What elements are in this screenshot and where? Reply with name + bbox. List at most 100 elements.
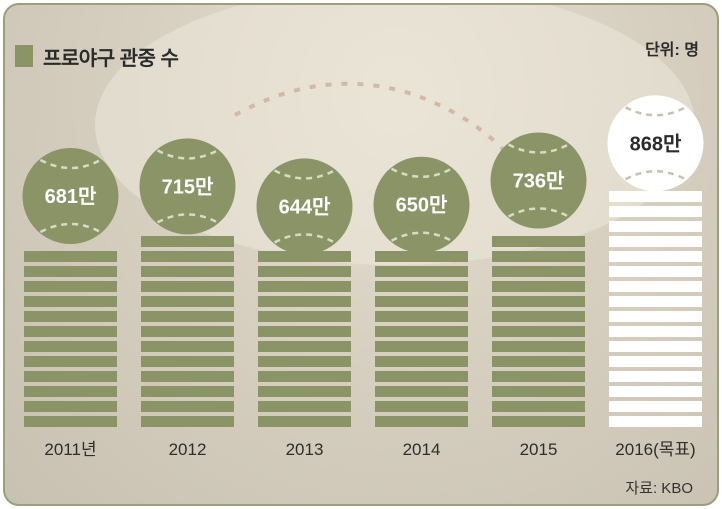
bar-stripe [609,206,702,217]
baseball-icon [607,95,704,192]
bar-stripe [375,251,468,262]
bar-0 [24,251,117,427]
bar-stripe [24,251,117,262]
baseball-seam-top [273,169,336,180]
bar-stripe [141,266,234,277]
bar-stripe [375,326,468,337]
x-tick-label: 2014 [403,440,441,459]
value-label: 868만 [630,132,682,155]
baseball-seam-bottom [156,213,219,224]
bar-5 [609,191,702,427]
bar-stripe [141,251,234,262]
value-ball-0: 681만 [22,148,119,244]
bar-stripe [492,236,585,247]
source-label: 자료: KBO [625,480,693,497]
bar-stripe [141,386,234,397]
x-tick-label: 2016(목표) [615,440,695,459]
bar-stripe [375,341,468,352]
bar-chart: 681만 2011년 715만 2012 644만 2013 650만 2014 736만 201… [22,95,704,459]
bar-stripe [258,281,351,292]
bar-stripe [141,356,234,367]
bar-stripe [609,281,702,292]
bar-stripe [492,311,585,322]
baseball-seam-top [390,167,453,178]
bar-stripe [24,296,117,307]
baseball-icon [139,138,236,235]
baseball-seam-top [624,106,687,117]
value-label: 736만 [513,169,565,192]
x-tick-label: 2015 [520,440,558,459]
bar-stripe [375,371,468,382]
bar-stripe [492,296,585,307]
bar-stripe [258,341,351,352]
bar-stripe [492,251,585,262]
bar-3 [375,251,468,427]
unit-label: 단위: 명 [645,42,699,59]
bar-2 [258,251,351,427]
baseball-icon [22,148,119,244]
value-ball-5: 868만 [607,95,704,192]
chart-card: 프로야구 관중 수 단위: 명 681만 2011년 715만 2012 644만 201… [3,3,719,506]
bar-stripe [609,251,702,262]
bar-1 [141,236,234,427]
bar-stripe [141,296,234,307]
bar-stripe [609,191,702,202]
value-ball-4: 736만 [490,132,587,229]
bar-stripe [24,371,117,382]
bar-stripe [609,311,702,322]
bar-stripe [375,311,468,322]
bar-stripe [609,221,702,232]
bar-stripe [375,416,468,427]
bar-stripe [24,401,117,412]
baseball-seam-top [507,143,570,154]
bar-stripe [258,311,351,322]
chart-title-row: 프로야구 관중 수 [15,43,179,70]
bar-stripe [492,326,585,337]
bar-stripe [609,386,702,397]
bar-stripe [258,386,351,397]
baseball-seam-bottom [273,233,336,244]
value-ball-3: 650만 [373,156,470,253]
x-tick-label: 2011년 [44,440,96,459]
title-marker-icon [15,45,33,67]
bar-stripe [492,266,585,277]
bar-stripe [492,371,585,382]
baseball-seam-bottom [39,222,102,234]
bar-stripe [24,266,117,277]
bar-4 [492,236,585,427]
bar-stripe [24,311,117,322]
bar-stripe [141,401,234,412]
bar-stripe [375,356,468,367]
bar-stripe [375,266,468,277]
baseball-seam-top [156,149,219,160]
bar-stripe [609,401,702,412]
bar-stripe [258,251,351,262]
bar-stripe [492,386,585,397]
bar-stripe [141,311,234,322]
bar-stripe [492,356,585,367]
baseball-icon [256,158,353,255]
value-label: 715만 [162,175,214,198]
bar-stripe [609,341,702,352]
bar-stripe [24,281,117,292]
bar-stripe [375,386,468,397]
chart-title: 프로야구 관중 수 [43,47,179,70]
bar-stripe [24,326,117,337]
bar-stripe [24,386,117,397]
bar-stripe [492,401,585,412]
bar-stripe [258,266,351,277]
bar-stripe [375,401,468,412]
value-label: 644만 [279,195,331,218]
baseball-seam-bottom [624,170,687,181]
bar-stripe [375,281,468,292]
bar-stripe [492,341,585,352]
bar-stripe [258,296,351,307]
bar-stripe [141,326,234,337]
value-ball-2: 644만 [256,158,353,255]
bar-stripe [24,416,117,427]
x-tick-label: 2013 [286,440,324,459]
bar-stripe [258,356,351,367]
value-label: 681만 [45,185,97,208]
bar-stripe [609,266,702,277]
bar-stripe [141,416,234,427]
